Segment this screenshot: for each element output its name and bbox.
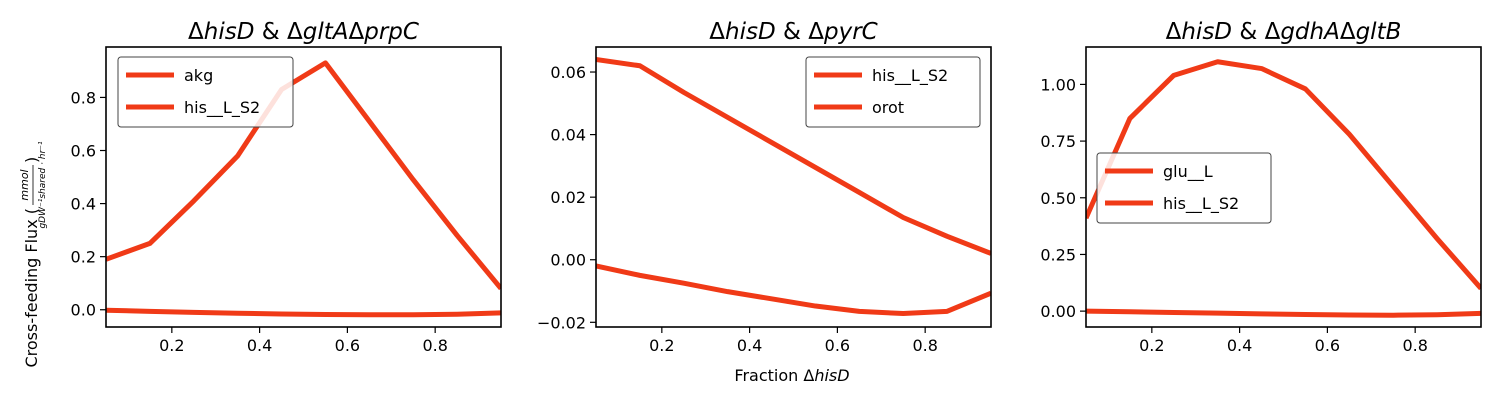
x-tick-label: 0.6 [825, 336, 850, 355]
x-tick-label: 0.2 [1139, 336, 1164, 355]
legend-label: his__L_S2 [872, 66, 948, 86]
x-tick-label: 0.6 [1315, 336, 1340, 355]
series-line-his-l-s2 [106, 60, 501, 291]
y-tick-label: 0.6 [71, 142, 96, 161]
plot-frame [595, 46, 992, 328]
text-part: Δ [1340, 19, 1356, 45]
y-tick-label: 0.0 [71, 301, 96, 320]
text-part: Δ [1166, 19, 1182, 45]
legend-label: his__L_S2 [184, 98, 260, 118]
y-tick-label: 0.4 [71, 195, 96, 214]
y-axis-label-unit-numerator: mmol [18, 169, 31, 200]
panel-1: 0.2 0.4 0.6 0.8 0.0 0.2 0.4 0.6 0.8 ΔhisD & ΔgltA… [71, 19, 502, 355]
series-line-glu-l [1086, 308, 1481, 318]
text-part: pyrC [823, 19, 878, 45]
legend: glu__L his__L_S2 [1096, 152, 1272, 224]
series-line-akg [106, 307, 501, 318]
series-line-his-l-s2 [1086, 59, 1481, 291]
x-tick-label: 0.8 [422, 336, 447, 355]
x-tick-label: 0.8 [912, 336, 937, 355]
y-tick-label: 0.50 [1040, 189, 1076, 208]
x-axis-label: Fraction ΔhisD [734, 366, 849, 385]
legend: akg his__L_S2 [117, 56, 294, 128]
text-part: & Δ [776, 19, 825, 45]
y-tick-label: 0.00 [1040, 302, 1076, 321]
text-part: gltB [1356, 19, 1402, 45]
y-axis-label-unit-denominator: gDW⁻¹shared · hr⁻¹ [38, 141, 48, 228]
y-tick-label: −0.02 [537, 313, 586, 332]
series-line-orot [596, 263, 991, 317]
legend-label: his__L_S2 [1163, 194, 1239, 214]
x-tick-label: 0.4 [1227, 336, 1252, 355]
text-part: Fraction Δ [734, 366, 814, 385]
y-tick-label: 0.02 [550, 188, 586, 207]
y-tick-label: 0.00 [550, 251, 586, 270]
x-tick-label: 0.8 [1402, 336, 1427, 355]
text-part: & Δ [254, 19, 303, 45]
text-part: hisD [204, 19, 255, 45]
text-part: gdhA [1280, 19, 1340, 45]
legend-label: glu__L [1163, 162, 1213, 182]
x-tick-label: 0.4 [247, 336, 272, 355]
panel-title: ΔhisD & ΔpyrC [709, 19, 877, 45]
panel-title: ΔhisD & ΔgltAΔprpC [188, 19, 419, 45]
y-tick-label: 0.8 [71, 88, 96, 107]
series-line-his-l-s2 [596, 57, 991, 256]
text-part: hisD [814, 366, 849, 385]
text-part: & Δ [1232, 19, 1281, 45]
panel-title: ΔhisD & ΔgdhAΔgltB [1166, 19, 1402, 45]
text-part: Δ [349, 19, 365, 45]
text-part: hisD [1181, 19, 1232, 45]
legend-label: akg [184, 66, 213, 85]
text-part: hisD [725, 19, 776, 45]
y-tick-label: 0.04 [550, 126, 586, 145]
plot-frame [1085, 46, 1482, 328]
text-part: gltA [303, 19, 349, 45]
x-tick-label: 0.2 [159, 336, 184, 355]
y-tick-label: 0.75 [1040, 132, 1076, 151]
legend-label: orot [872, 98, 904, 117]
panel-3: 0.2 0.4 0.6 0.8 0.00 0.25 0.50 0.75 1.00 ΔhisD & … [1040, 19, 1482, 355]
plot-frame [105, 46, 502, 328]
text-part: Δ [188, 19, 204, 45]
y-axis-label-close: ) [22, 157, 41, 163]
y-axis-label-text: Cross-feeding Flux ( [22, 208, 41, 368]
x-tick-label: 0.4 [737, 336, 762, 355]
y-tick-label: 1.00 [1040, 75, 1076, 94]
y-tick-label: 0.2 [71, 248, 96, 267]
y-axis-label: Cross-feeding Flux ( mmol gDW⁻¹shared · … [18, 141, 48, 367]
text-part: Δ [709, 19, 725, 45]
x-tick-label: 0.6 [335, 336, 360, 355]
x-tick-label: 0.2 [649, 336, 674, 355]
text-part: prpC [363, 19, 419, 45]
panel-2: 0.2 0.4 0.6 0.8 −0.02 0.00 0.02 0.04 0.06 ΔhisD &… [537, 19, 992, 355]
y-tick-label: 0.25 [1040, 245, 1076, 264]
y-tick-label: 0.06 [550, 63, 586, 82]
